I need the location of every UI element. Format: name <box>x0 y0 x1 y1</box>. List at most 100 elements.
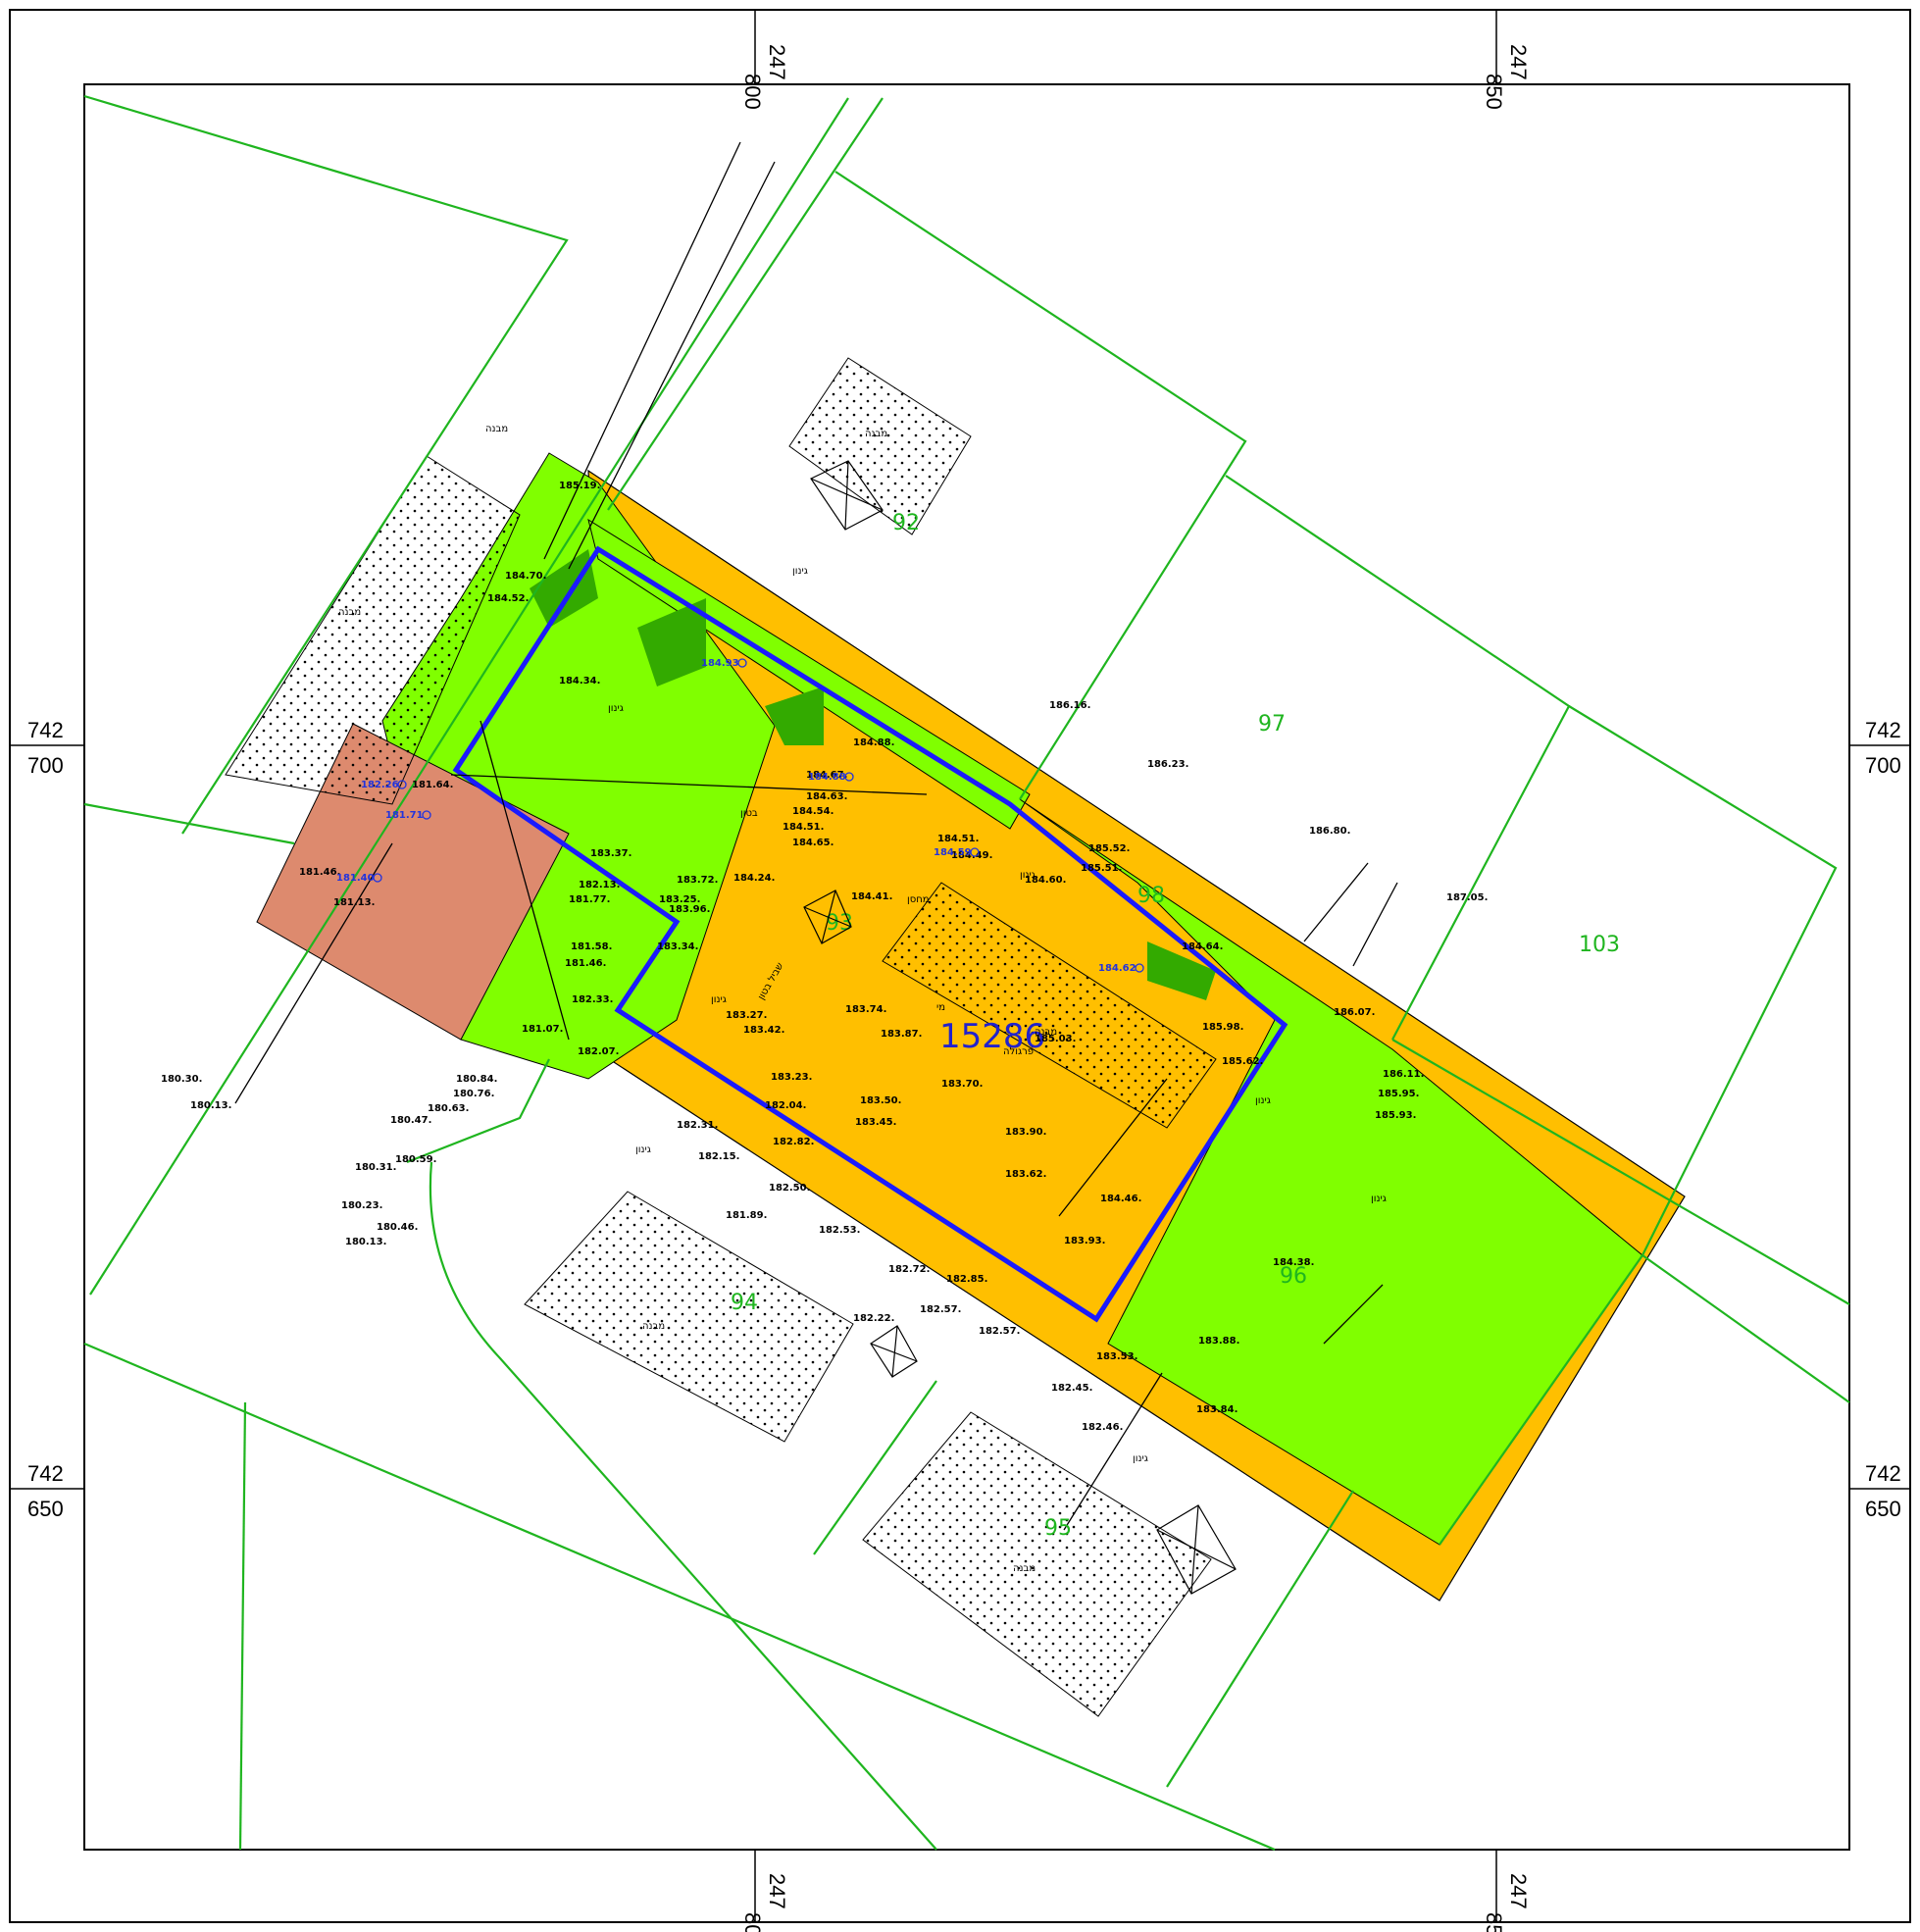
elevation-label-blue: 184.62 <box>1098 963 1137 974</box>
label-pergola: פרגולה <box>1003 1046 1034 1057</box>
elevation-label: 181.58. <box>571 941 612 952</box>
elevation-label: 183.84. <box>1196 1404 1238 1415</box>
elevation-label: 183.23. <box>771 1072 812 1083</box>
label-garden-3: גינון <box>635 1144 651 1155</box>
elevation-label: 181.46. <box>565 958 606 969</box>
elevation-label: 182.85. <box>946 1274 987 1285</box>
elevation-label-blue: 181.40 <box>336 873 375 884</box>
elevation-label: 183.93. <box>1064 1236 1105 1246</box>
parcel-number-97: 97 <box>1258 712 1286 737</box>
shed-marker <box>1156 1504 1237 1595</box>
elevation-label: 184.67. <box>806 770 847 781</box>
grid-label-top-850: 850 <box>1482 74 1506 110</box>
label-building-west: מבנה <box>338 607 361 618</box>
elevation-label-blue: 184.59 <box>934 847 972 858</box>
elevation-label: 182.46. <box>1082 1422 1123 1433</box>
shed-markers <box>803 460 1237 1595</box>
grid-label-left-742b: 742 <box>27 1461 64 1486</box>
label-garden-8: גינון <box>608 703 624 714</box>
elevation-label: 183.27. <box>726 1010 767 1021</box>
main-parcel-number: 15286 <box>939 1017 1045 1056</box>
grid-label-bottom-800: 800 <box>740 1912 765 1932</box>
elevation-label: 184.65. <box>792 838 834 848</box>
elevation-label: 185.52. <box>1088 843 1130 854</box>
elevation-label: 183.74. <box>845 1004 886 1015</box>
survey-point-marker <box>422 810 431 820</box>
elevation-label: 185.93. <box>1375 1110 1416 1121</box>
grid-label-bottom-247a: 247 <box>765 1873 789 1909</box>
parcel-number-98: 98 <box>1137 884 1165 908</box>
label-building-southeast: מבנה <box>1013 1563 1036 1574</box>
elevation-label: 184.51. <box>937 834 979 844</box>
elevation-label: 182.72. <box>888 1264 930 1275</box>
label-garden-2: גינון <box>711 994 727 1005</box>
survey-point-marker <box>397 780 407 789</box>
parcel-number-95: 95 <box>1044 1516 1072 1541</box>
elevation-label: 184.60. <box>1025 875 1066 886</box>
elevation-label: 185.95. <box>1378 1089 1419 1099</box>
elevation-label: 183.96. <box>669 904 710 915</box>
label-garden-7: גינון <box>1020 870 1036 881</box>
grid-label-right-650: 650 <box>1865 1497 1901 1521</box>
elevation-label: 180.63. <box>428 1103 469 1114</box>
elevation-label: 180.30. <box>161 1074 202 1085</box>
linework <box>234 141 1398 1531</box>
grid-label-right-700: 700 <box>1865 753 1901 778</box>
label-garden-5: גינון <box>1371 1194 1387 1204</box>
elevation-label: 183.90. <box>1005 1127 1046 1138</box>
elevation-label: 182.04. <box>765 1100 806 1111</box>
elevation-label: 182.50. <box>769 1183 810 1194</box>
parcel-number-96: 96 <box>1280 1264 1307 1289</box>
elevation-label: 182.57. <box>979 1326 1020 1337</box>
elevation-label: 181.77. <box>569 894 610 905</box>
elevation-label: 182.53. <box>819 1225 860 1236</box>
elevation-label: 180.46. <box>377 1222 418 1233</box>
elevation-label: 183.45. <box>855 1117 896 1128</box>
label-garden-4: גינון <box>1255 1095 1271 1106</box>
grid-labels: 800 247 850 247 800 247 850 247 742 700 … <box>27 44 1901 1932</box>
elevation-label: 183.34. <box>657 941 698 952</box>
elevation-label: 183.25. <box>659 894 700 905</box>
grid-label-left-742a: 742 <box>27 718 64 742</box>
survey-point-marker <box>970 847 980 857</box>
elevation-label: 184.51. <box>783 822 824 833</box>
elevation-label: 184.24. <box>733 873 775 884</box>
elevation-label: 185.62. <box>1222 1056 1263 1067</box>
elevation-label-blue: 182.26 <box>361 780 399 790</box>
elevation-label: 182.57. <box>920 1304 961 1315</box>
grid-label-top-800: 800 <box>740 74 765 110</box>
elevation-label: 180.47. <box>390 1115 431 1126</box>
elevation-label: 182.33. <box>572 994 613 1005</box>
grid-label-top-247a: 247 <box>765 44 789 80</box>
elevation-label: 187.05. <box>1446 892 1488 903</box>
elevation-label: 180.31. <box>355 1162 396 1173</box>
elevation-label: 185.19. <box>559 481 600 491</box>
survey-point-marker <box>844 772 854 782</box>
label-building-main: מבנה <box>1035 1027 1057 1038</box>
elevation-label: 184.88. <box>853 737 894 748</box>
grid-label-bottom-850: 850 <box>1482 1912 1506 1932</box>
elevation-label: 180.23. <box>341 1200 382 1211</box>
elevation-label: 184.70. <box>505 571 546 582</box>
elevation-label: 185.03. <box>1035 1034 1076 1044</box>
elevation-label: 183.88. <box>1198 1336 1239 1347</box>
elevation-label: 185.51. <box>1081 863 1122 874</box>
grid-label-right-742a: 742 <box>1865 718 1901 742</box>
elevation-label: 183.42. <box>743 1025 784 1036</box>
parcel-number-92: 92 <box>892 511 920 535</box>
label-concrete-1: בטון <box>740 808 758 819</box>
grid-ticks <box>10 10 1910 1922</box>
label-garden-1: גינון <box>792 566 808 577</box>
elevation-label: 181.13. <box>333 897 375 908</box>
elevation-label: 184.34. <box>559 676 600 686</box>
elevation-label: 183.70. <box>941 1079 983 1090</box>
elevation-label: 186.07. <box>1334 1007 1375 1018</box>
survey-point-marker <box>1135 963 1144 973</box>
elevation-label: 184.46. <box>1100 1194 1141 1204</box>
lime-zone-east <box>1019 798 1643 1546</box>
elevation-label: 180.84. <box>456 1074 497 1085</box>
building-south <box>524 1191 854 1443</box>
label-storage: מחסן <box>907 894 930 905</box>
elevation-label: 183.50. <box>860 1095 901 1106</box>
